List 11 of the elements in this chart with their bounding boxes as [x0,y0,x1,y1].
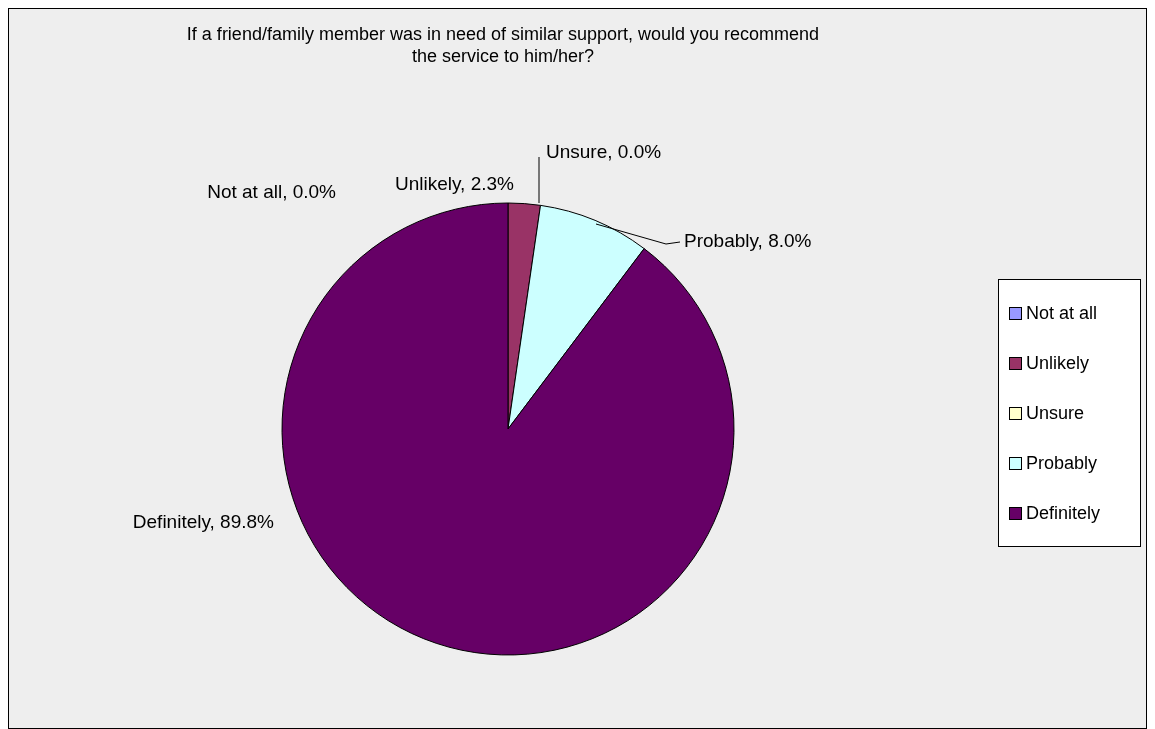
legend-label: Not at all [1026,302,1098,324]
chart-title: If a friend/family member was in need of similar support, would you recommend the service to him/her? [185,23,821,67]
legend-label: Probably [1026,452,1098,474]
data-label: Probably, 8.0% [684,229,812,251]
data-label: Definitely, 89.8% [132,510,275,532]
text: Not at all, 0.0% [207,180,336,202]
legend-label: Definitely [1026,502,1101,524]
legend-label: Unsure [1026,402,1085,424]
data-label: Unlikely, 2.3% [395,172,515,194]
legend-label: Unlikely [1026,352,1090,374]
text: Unsure, 0.0% [546,140,662,162]
